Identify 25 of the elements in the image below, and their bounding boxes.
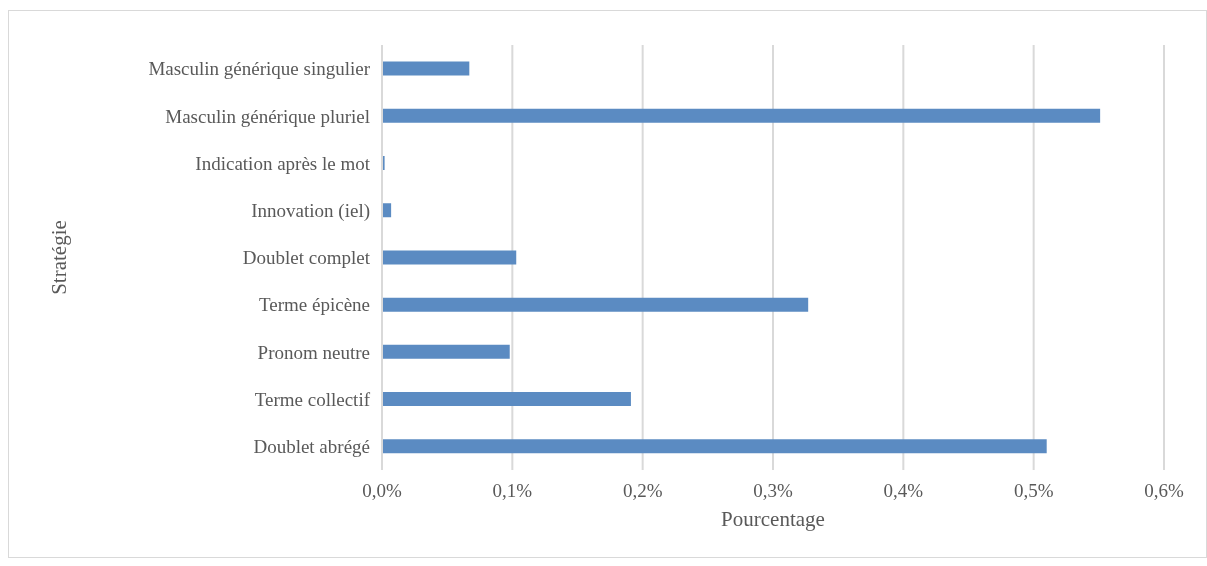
x-tick-label: 0,1% — [492, 480, 533, 502]
y-tick-label: Doublet abrégé — [253, 436, 370, 458]
y-tick-label: Indication après le mot — [195, 152, 371, 174]
x-tick-label: 0,2% — [622, 480, 663, 502]
bar — [382, 108, 1101, 123]
x-tick-label: 0,4% — [883, 480, 924, 502]
bar — [382, 439, 1047, 454]
y-tick-label: Innovation (iel) — [251, 200, 370, 223]
bar — [382, 61, 470, 76]
y-tick-label: Doublet complet — [242, 247, 371, 269]
bar — [382, 297, 809, 312]
bar — [382, 344, 510, 359]
x-tick-label: 0,5% — [1013, 480, 1054, 502]
y-tick-label: Pronom neutre — [257, 341, 370, 363]
y-tick-label: Terme épicène — [258, 294, 370, 316]
y-tick-label: Masculin générique pluriel — [165, 105, 370, 127]
y-tick-label: Terme collectif — [254, 388, 371, 410]
x-axis-title: Pourcentage — [721, 507, 825, 531]
y-axis-title: Stratégie — [47, 220, 72, 295]
x-tick-label: 0,3% — [753, 480, 793, 502]
y-tick-label: Masculin générique singulier — [148, 58, 371, 80]
x-tick-label: 0,6% — [1144, 480, 1184, 502]
bar — [382, 250, 517, 265]
bar — [382, 392, 631, 407]
x-tick-label: 0,0% — [362, 480, 402, 502]
